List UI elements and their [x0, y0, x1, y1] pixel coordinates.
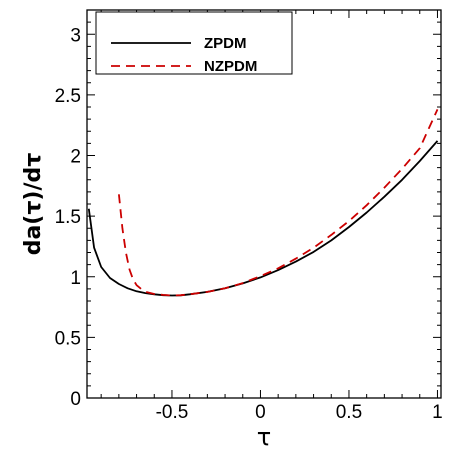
y-tick-label: 1.5 — [55, 207, 81, 228]
series-line-nzpdm — [118, 109, 439, 297]
y-tick-label: 3 — [70, 25, 81, 46]
y-axis-title: da(τ)/dτ — [21, 153, 46, 256]
legend-label-nzpdm: NZPDM — [204, 58, 257, 75]
axis-ticks: 0 0.5 1 1.5 2 2.5 3 -0.5 0 0.5 1 — [55, 9, 443, 423]
x-tick-label: -0.5 — [156, 402, 189, 423]
y-tick-label: 2.5 — [55, 86, 81, 107]
legend-label-zpdm: ZPDM — [204, 35, 247, 52]
y-tick-label: 0 — [70, 389, 81, 410]
series-line-zpdm — [87, 140, 439, 297]
x-tick-label: 1 — [432, 402, 443, 423]
x-axis-title: τ — [257, 423, 271, 451]
y-tick-label: 1 — [70, 268, 81, 289]
x-tick-label: 0 — [255, 402, 266, 423]
y-tick-label: 0.5 — [55, 328, 81, 349]
x-tick-label: 0.5 — [336, 402, 362, 423]
legend: ZPDM NZPDM — [95, 11, 293, 75]
plot-area: 0 0.5 1 1.5 2 2.5 3 -0.5 0 0.5 1 — [55, 9, 443, 423]
series-lines — [87, 109, 439, 297]
y-tick-label: 2 — [70, 147, 81, 168]
